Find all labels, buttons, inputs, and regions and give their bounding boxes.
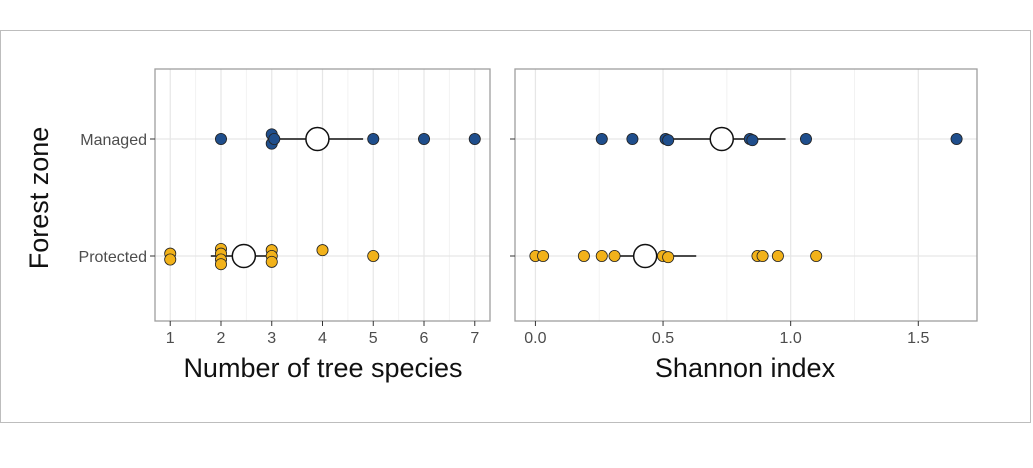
x-tick-label: 6 — [420, 330, 429, 347]
y-tick-label: Managed — [80, 132, 147, 149]
data-point — [771, 249, 784, 262]
panel-2: 0.0 0.5 1.0 1.5 — [510, 68, 978, 347]
mean-marker — [709, 126, 735, 152]
data-point — [577, 249, 590, 262]
mean-marker — [231, 243, 257, 269]
data-point — [468, 132, 481, 145]
mean-marker — [305, 126, 330, 152]
mean-marker — [632, 243, 658, 269]
data-point — [316, 244, 329, 257]
data-point — [367, 249, 380, 262]
data-point — [756, 249, 769, 262]
x-tick-label: 1.0 — [780, 330, 802, 347]
data-point — [268, 132, 281, 145]
data-point — [799, 132, 812, 145]
x-tick-label: 0.0 — [524, 330, 546, 347]
data-point — [418, 132, 431, 145]
data-point — [746, 134, 759, 147]
x-tick-label: 1 — [166, 330, 175, 347]
data-point — [367, 132, 380, 145]
panel-background — [515, 69, 977, 321]
data-point — [164, 253, 177, 266]
panel-1-x-axis-title: Number of tree species — [183, 353, 462, 383]
x-tick-label: 2 — [217, 330, 226, 347]
data-point — [950, 132, 963, 145]
panel-1: 1 2 3 4 5 6 7 Managed Protected — [79, 68, 491, 347]
y-axis-title: Forest zone — [24, 127, 54, 270]
x-tick-label: 1.5 — [907, 330, 929, 347]
data-point — [626, 132, 639, 145]
data-point — [537, 249, 550, 262]
data-point — [214, 258, 227, 271]
data-point — [810, 249, 823, 262]
data-point — [265, 255, 278, 268]
x-tick-label: 0.5 — [652, 330, 674, 347]
data-point — [608, 249, 621, 262]
data-point — [662, 251, 675, 264]
x-tick-label: 4 — [318, 330, 327, 347]
data-point — [214, 132, 227, 145]
data-point — [595, 132, 608, 145]
x-tick-label: 5 — [369, 330, 378, 347]
data-point — [595, 249, 608, 262]
x-tick-label: 7 — [470, 330, 479, 347]
data-point — [662, 134, 675, 147]
x-tick-label: 3 — [267, 330, 276, 347]
panel-2-x-axis-title: Shannon index — [655, 353, 836, 383]
y-tick-label: Protected — [79, 249, 147, 266]
panel-border — [514, 68, 978, 322]
